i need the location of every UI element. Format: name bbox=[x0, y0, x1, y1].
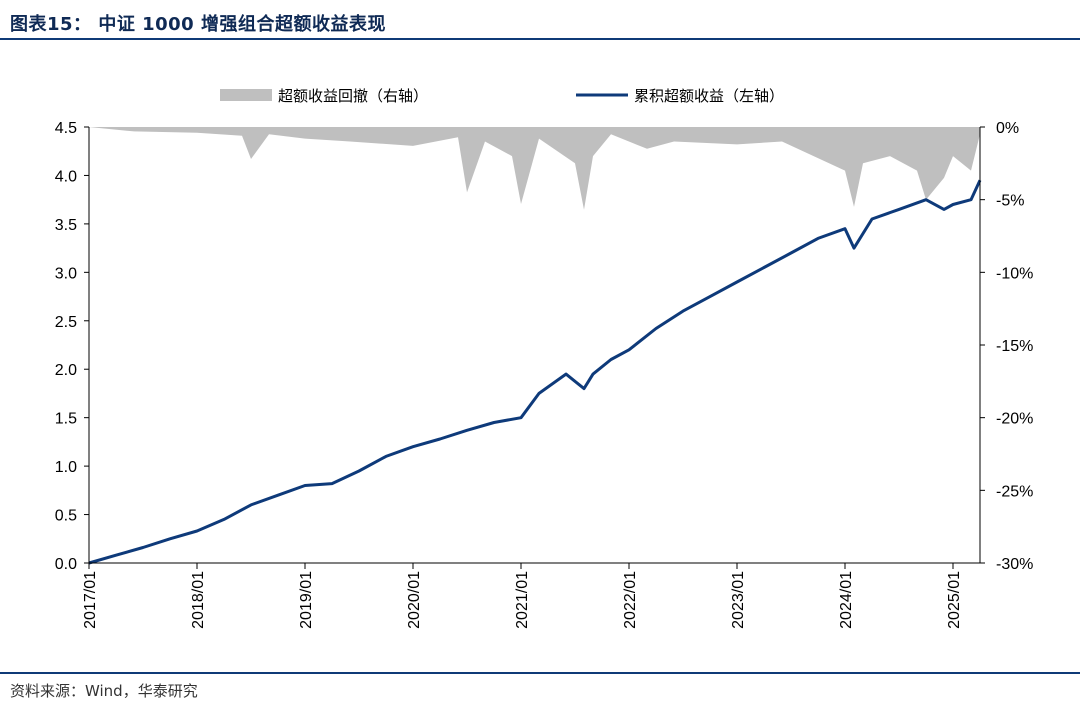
x-tick-label: 2017/01 bbox=[82, 571, 99, 629]
cumulative-excess-line bbox=[88, 179, 982, 565]
y-left-tick-label: 2.5 bbox=[55, 314, 77, 331]
source-note: 资料来源：Wind，华泰研究 bbox=[10, 682, 198, 700]
y-right-tick-label: 0% bbox=[996, 120, 1019, 137]
y-right-tick-label: -10% bbox=[996, 265, 1033, 282]
y-right-tick-label: -5% bbox=[996, 193, 1024, 210]
x-tick-label: 2024/01 bbox=[838, 571, 855, 629]
x-tick-label: 2022/01 bbox=[622, 571, 639, 629]
y-right-tick-label: -15% bbox=[996, 338, 1033, 355]
legend-drawdown-swatch bbox=[220, 89, 272, 101]
legend-drawdown-label: 超额收益回撤（右轴） bbox=[278, 87, 428, 105]
x-tick-label: 2019/01 bbox=[298, 571, 315, 629]
y-left-tick-label: 2.0 bbox=[55, 362, 77, 379]
y-left-tick-label: 0.0 bbox=[55, 556, 77, 573]
y-right-tick-label: -30% bbox=[996, 556, 1033, 573]
x-tick-label: 2025/01 bbox=[946, 571, 963, 629]
y-right-tick-label: -20% bbox=[996, 411, 1033, 428]
page-title: 图表15： 中证 1000 增强组合超额收益表现 bbox=[10, 14, 386, 35]
y-left-tick-label: 4.0 bbox=[55, 168, 77, 185]
excess-return-chart: 0.0 0.5 1.0 1.5 2.0 2.5 3.0 3.5 4.0 4.5 0% -5% -10% -… bbox=[55, 87, 1034, 629]
title-bar: 图表15： 中证 1000 增强组合超额收益表现 bbox=[0, 0, 1080, 44]
y-left-tick-label: 1.0 bbox=[55, 459, 77, 476]
drawdown-area bbox=[89, 127, 980, 210]
title-divider bbox=[0, 38, 1080, 40]
footer-divider bbox=[0, 672, 1080, 674]
x-tick-label: 2021/01 bbox=[514, 571, 531, 629]
x-tick-label: 2023/01 bbox=[730, 571, 747, 629]
x-tick-label: 2018/01 bbox=[190, 571, 207, 629]
y-left-tick-label: 3.5 bbox=[55, 217, 77, 234]
y-right-tick-label: -25% bbox=[996, 483, 1033, 500]
x-tick-label: 2020/01 bbox=[406, 571, 423, 629]
y-left-tick-label: 0.5 bbox=[55, 508, 77, 525]
y-left-tick-label: 1.5 bbox=[55, 411, 77, 428]
y-left-tick-label: 3.0 bbox=[55, 265, 77, 282]
y-left-tick-label: 4.5 bbox=[55, 120, 77, 137]
legend-cumulative-label: 累积超额收益（左轴） bbox=[634, 87, 784, 105]
